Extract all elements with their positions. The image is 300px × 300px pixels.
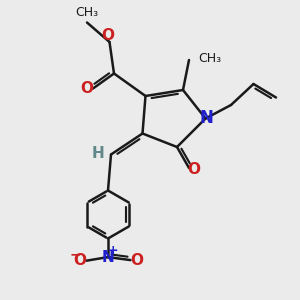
Text: O: O xyxy=(101,28,115,43)
Text: O: O xyxy=(187,162,200,177)
Text: O: O xyxy=(130,253,144,268)
Text: N: N xyxy=(102,250,114,265)
Text: CH₃: CH₃ xyxy=(198,52,221,65)
Text: CH₃: CH₃ xyxy=(75,7,99,20)
Text: O: O xyxy=(80,81,93,96)
Text: +: + xyxy=(108,244,119,257)
Text: −: − xyxy=(69,247,81,261)
Text: O: O xyxy=(73,253,86,268)
Text: N: N xyxy=(200,109,213,127)
Text: H: H xyxy=(92,146,105,160)
